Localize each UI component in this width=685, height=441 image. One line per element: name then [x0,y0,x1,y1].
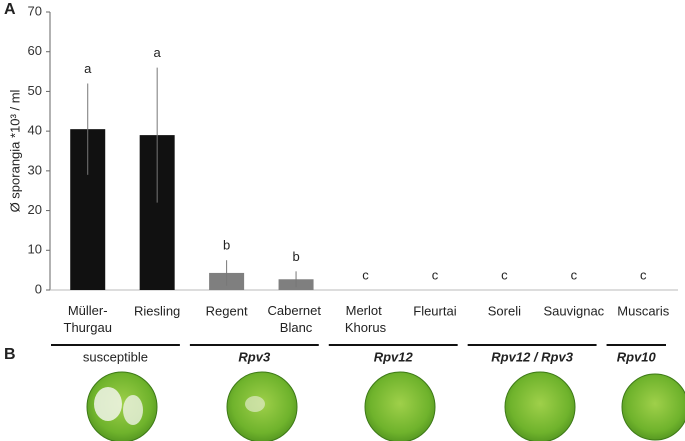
x-tick-label: Cabernet Blanc [268,303,325,335]
significance-label: c [501,267,508,282]
x-tick-label: Soreli [488,303,521,318]
group-label: Rpv10 [617,349,657,364]
significance-label: c [640,267,647,282]
panel-label: B [4,346,16,363]
significance-label: c [432,267,439,282]
leaf [504,371,576,441]
significance-label: a [84,61,92,76]
leaf [364,371,436,441]
x-tick-label: Muscaris [617,303,670,318]
group-label: Rpv3 [238,349,271,364]
x-tick-label: Riesling [134,303,180,318]
significance-label: b [292,249,299,264]
significance-label: b [223,238,230,253]
x-tick-label: Fleurtai [413,303,456,318]
group-label: susceptible [83,349,148,364]
y-tick-label: 10 [28,242,42,257]
leaf [621,373,685,441]
group-label: Rpv12 / Rpv3 [491,349,573,364]
y-axis-label: Ø sporangia *10³ / ml [7,89,22,212]
x-tick-label: Müller-Thurgau [64,303,112,335]
group-label: Rpv12 [374,349,414,364]
y-tick-label: 70 [28,3,42,18]
y-tick-label: 0 [35,281,42,296]
y-tick-label: 40 [28,123,42,138]
x-tick-label: Regent [206,303,248,318]
x-tick-label: Sauvignac [543,303,604,318]
leaf-spot [123,395,143,425]
significance-label: c [571,267,578,282]
leaf-images [86,371,685,441]
leaf-spot [94,387,122,421]
y-tick-label: 30 [28,162,42,177]
panel-label: A [4,1,16,18]
y-tick-label: 60 [28,43,42,58]
y-tick-label: 20 [28,202,42,217]
x-tick-label: Merlot Khorus [345,303,387,335]
y-tick-label: 50 [28,83,42,98]
leaf-spot [245,396,265,412]
significance-label: a [154,45,162,60]
significance-label: c [362,267,369,282]
